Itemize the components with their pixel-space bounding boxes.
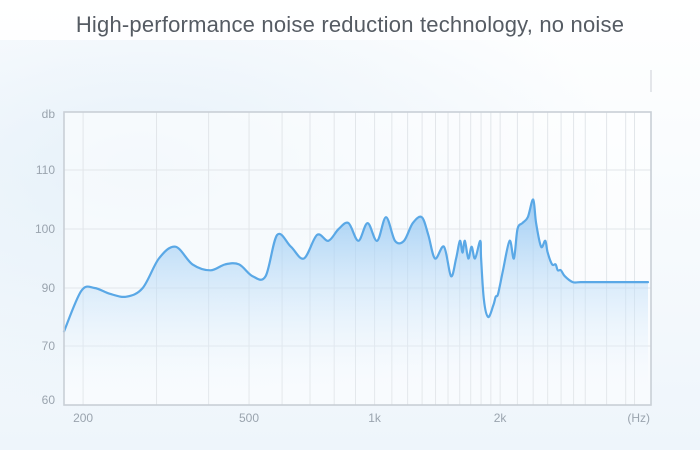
x-tick-label: 1k (368, 411, 382, 425)
data-point (470, 246, 472, 248)
data-point (497, 293, 499, 295)
data-point (474, 257, 476, 259)
data-point (290, 246, 292, 248)
data-point (564, 275, 566, 277)
y-tick-labels: 60 70 90 100 110 db (35, 107, 55, 407)
data-point (327, 240, 329, 242)
data-point (443, 246, 445, 248)
data-point (479, 240, 481, 242)
y-tick-label: db (42, 107, 56, 121)
x-tick-label: (Hz) (627, 411, 650, 425)
data-point (464, 240, 466, 242)
x-tick-label: 200 (73, 411, 93, 425)
data-point (487, 316, 489, 318)
data-point (513, 257, 515, 259)
data-point (527, 216, 529, 218)
data-point (191, 263, 193, 265)
data-point (483, 298, 485, 300)
data-point (337, 228, 339, 230)
data-point (455, 257, 457, 259)
data-point (492, 304, 494, 306)
data-point (427, 234, 429, 236)
data-point (303, 257, 305, 259)
data-point (209, 269, 211, 271)
data-point (495, 296, 497, 298)
data-point (276, 234, 278, 236)
data-point (264, 275, 266, 277)
data-point (637, 281, 639, 283)
data-point (251, 275, 253, 277)
data-point (403, 240, 405, 242)
data-point (544, 240, 546, 242)
data-point (80, 290, 82, 292)
data-point (601, 281, 603, 283)
data-point (238, 263, 240, 265)
data-point (357, 240, 359, 242)
data-point (532, 198, 534, 200)
data-point (125, 296, 127, 298)
y-tick-label: 90 (42, 281, 56, 295)
data-point (224, 263, 226, 265)
data-point (554, 263, 556, 265)
data-point (412, 222, 414, 224)
data-point (421, 216, 423, 218)
data-point (557, 269, 559, 271)
data-point (618, 281, 620, 283)
x-tick-labels: 200 500 1k 2k (Hz) (73, 411, 650, 425)
data-point (461, 251, 463, 253)
data-point (316, 234, 318, 236)
y-tick-label: 100 (35, 222, 55, 236)
data-point (385, 216, 387, 218)
y-tick-label: 110 (36, 163, 55, 177)
y-tick-label: 60 (42, 393, 56, 407)
data-point (366, 222, 368, 224)
data-point (516, 228, 518, 230)
data-point (480, 257, 482, 259)
data-point (434, 257, 436, 259)
data-point (376, 240, 378, 242)
data-point (540, 246, 542, 248)
data-point (551, 263, 553, 265)
data-point (142, 287, 144, 289)
data-point (627, 281, 629, 283)
data-point (450, 275, 452, 277)
data-point (459, 240, 461, 242)
data-point (347, 222, 349, 224)
data-point (560, 269, 562, 271)
data-point (579, 281, 581, 283)
x-tick-label: 2k (494, 411, 508, 425)
data-point (521, 222, 523, 224)
chart-frame (63, 111, 652, 406)
data-point (174, 246, 176, 248)
data-point (508, 240, 510, 242)
data-point (610, 281, 612, 283)
data-point (109, 293, 111, 295)
data-point (535, 222, 537, 224)
data-point (158, 257, 160, 259)
data-point (502, 269, 504, 271)
response-line (62, 198, 650, 333)
frequency-response-chart: 60 70 90 100 110 db 200 500 1k 2k (Hz) (35, 70, 652, 425)
y-tick-label: 70 (42, 339, 56, 353)
data-point (572, 281, 574, 283)
data-point (394, 240, 396, 242)
data-point (647, 281, 649, 283)
page-title: High-performance noise reduction technol… (75, 12, 625, 37)
data-point (547, 251, 549, 253)
x-tick-label: 500 (239, 411, 259, 425)
data-point (93, 287, 95, 289)
response-area (64, 199, 648, 405)
data-point (590, 281, 592, 283)
data-point (467, 257, 469, 259)
